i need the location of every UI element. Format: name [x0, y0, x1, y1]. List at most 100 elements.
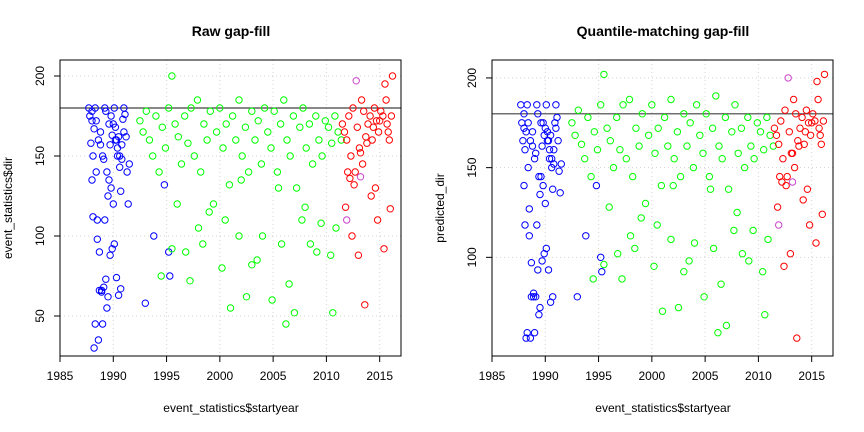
y-tick-label: 150 [465, 157, 479, 177]
data-point [352, 77, 360, 85]
x-tick-label: 1995 [585, 369, 612, 383]
data-point [590, 128, 598, 136]
data-point [305, 120, 314, 128]
data-point [194, 224, 203, 232]
data-point [557, 160, 565, 168]
data-point [644, 131, 653, 140]
data-point [386, 205, 394, 213]
data-point [597, 253, 605, 261]
data-point [385, 136, 393, 144]
data-point [605, 203, 613, 211]
data-point [354, 251, 363, 259]
data-point [105, 120, 113, 128]
data-point [592, 181, 601, 190]
data-point [520, 110, 528, 118]
y-axis-label: predicted_dir [433, 173, 447, 242]
data-point [527, 293, 536, 301]
data-point [360, 107, 368, 115]
data-point [622, 155, 630, 163]
data-point [708, 124, 717, 132]
data-point [653, 221, 661, 229]
data-point [632, 124, 640, 132]
data-point [756, 128, 765, 136]
data-point [258, 232, 267, 240]
data-point [165, 104, 173, 112]
data-point [785, 128, 793, 136]
data-point [332, 224, 340, 232]
data-point [152, 112, 160, 120]
data-point [296, 123, 304, 131]
data-point [571, 131, 579, 140]
data-point [812, 239, 820, 247]
data-point [241, 123, 250, 131]
data-point [101, 216, 109, 224]
data-point [355, 144, 364, 152]
data-point [103, 168, 111, 176]
data-point [556, 189, 564, 197]
data-point [520, 181, 528, 190]
data-point [177, 160, 186, 168]
data-point [761, 311, 769, 319]
data-point [190, 152, 199, 160]
data-point [253, 256, 261, 264]
x-tick-label: 2000 [206, 369, 233, 383]
data-point [384, 128, 392, 136]
data-point [814, 95, 822, 104]
data-point [523, 101, 531, 109]
data-point [104, 192, 112, 200]
data-point [340, 128, 349, 136]
data-point [97, 288, 106, 296]
data-point [93, 216, 102, 224]
y-tick-label: 100 [465, 247, 479, 267]
data-point [374, 128, 383, 136]
data-point [749, 226, 757, 235]
data-point [267, 144, 275, 152]
data-point [382, 96, 390, 104]
data-point [145, 136, 154, 144]
data-point [667, 95, 675, 104]
data-point [222, 120, 230, 128]
data-point [524, 119, 532, 127]
data-point [712, 92, 720, 100]
data-point [302, 144, 310, 152]
data-point [660, 113, 669, 122]
data-point [542, 101, 550, 109]
data-point [150, 232, 158, 240]
data-point [738, 250, 747, 258]
data-point [237, 176, 245, 184]
data-point [174, 133, 183, 141]
data-point [93, 235, 102, 243]
data-point [254, 117, 262, 125]
data-point [690, 239, 699, 247]
data-point [782, 181, 790, 190]
data-point [801, 128, 809, 136]
chart-title: Raw gap-fill [192, 23, 271, 39]
data-point [555, 167, 563, 175]
data-point [106, 141, 114, 149]
y-tick-label: 200 [33, 66, 47, 86]
data-point [171, 120, 179, 128]
data-point [124, 200, 132, 208]
data-point [338, 120, 347, 128]
data-point [343, 136, 351, 144]
data-point [552, 101, 560, 109]
data-point [550, 160, 558, 168]
data-point [731, 101, 739, 109]
x-tick-label: 2015 [366, 369, 393, 383]
data-point [361, 301, 369, 309]
data-point [141, 299, 150, 307]
data-point [358, 160, 367, 168]
data-point [100, 155, 108, 163]
data-point [808, 119, 816, 127]
data-point [350, 181, 358, 189]
data-point [383, 120, 391, 128]
data-point [89, 213, 97, 221]
x-tick-label: 2005 [260, 369, 287, 383]
data-point [626, 232, 635, 240]
data-point [216, 104, 224, 112]
data-point [536, 190, 544, 199]
data-point [166, 272, 174, 280]
data-point [116, 163, 124, 171]
data-point [351, 168, 359, 176]
data-point [629, 172, 637, 181]
